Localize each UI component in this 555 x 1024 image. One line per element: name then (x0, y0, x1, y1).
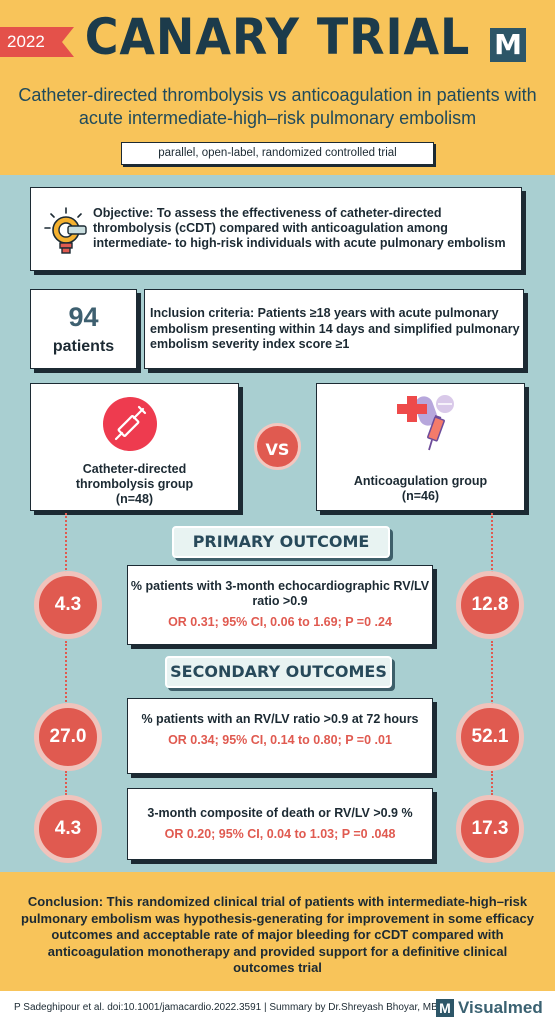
group-anticoag-name-line-1: Anticoagulation group (353, 474, 488, 488)
inclusion-card: Inclusion criteria: Patients ≥18 years w… (144, 289, 524, 369)
group-anticoag-name: Anticoagulation group (n=46) (317, 474, 524, 504)
secondary-2-title: 3-month composite of death or RV/LV >0.9… (147, 806, 413, 820)
patient-count: 94 (68, 302, 99, 332)
year-tag: 2022 (0, 27, 74, 57)
objective-text: Objective: To assess the effectiveness o… (93, 206, 506, 250)
lightbulb-icon (44, 207, 87, 254)
secondary-outcome-card-2: 3-month composite of death or RV/LV >0.9… (127, 788, 433, 860)
group-cdt-name: Catheter-directed thrombolysis group (n=… (31, 462, 238, 507)
group-cdt-card: Catheter-directed thrombolysis group (n=… (30, 383, 239, 511)
footer-logo: M (436, 999, 454, 1017)
primary-outcome-heading: PRIMARY OUTCOME (172, 526, 390, 558)
header-banner: 2022 CANARY TRIAL M Catheter-directed th… (0, 0, 555, 175)
footer: P Sadeghipour et al. doi:10.1001/jamacar… (0, 991, 555, 1024)
conclusion-text: Conclusion: This randomized clinical tri… (0, 872, 555, 991)
visualmed-logo: M (490, 28, 526, 62)
subtitle: Catheter-directed thrombolysis vs antico… (0, 84, 555, 130)
secondary-1-stats: OR 0.34; 95% CI, 0.14 to 0.80; P =0 .01 (168, 733, 392, 747)
group-cdt-name-line-1: Catheter-directed (82, 462, 187, 476)
secondary-outcome-card-1: % patients with an RV/LV ratio >0.9 at 7… (127, 698, 433, 774)
group-anticoag-card: Anticoagulation group (n=46) (316, 383, 525, 511)
study-design-badge: parallel, open-label, randomized control… (121, 142, 434, 165)
medication-icon (397, 395, 454, 451)
brand-name: Visualmed (458, 998, 543, 1017)
connector-line-left (65, 641, 67, 705)
vs-badge: VS (254, 423, 301, 470)
secondary-outcomes-heading: SECONDARY OUTCOMES (165, 656, 392, 688)
citation-text: P Sadeghipour et al. doi:10.1001/jamacar… (14, 1002, 452, 1013)
connector-line-right (491, 771, 493, 795)
patients-card: 94 patients (30, 289, 137, 369)
secondary-2-stats: OR 0.20; 95% CI, 0.04 to 1.03; P =0 .048 (164, 827, 396, 841)
group-anticoag-n: (n=46) (401, 489, 440, 503)
secondary-1-title: % patients with an RV/LV ratio >0.9 at 7… (141, 712, 419, 726)
connector-line-right (491, 641, 493, 705)
page-title: CANARY TRIAL (84, 8, 471, 66)
primary-value-cdt: 4.3 (34, 571, 102, 639)
primary-value-anticoag: 12.8 (456, 571, 524, 639)
connector-line-left (65, 771, 67, 795)
connector-line-right (491, 513, 493, 573)
subtitle-line-1: Catheter-directed thrombolysis vs antico… (18, 85, 537, 105)
secondary-2-value-anticoag: 17.3 (456, 795, 524, 863)
patient-label: patients (52, 338, 115, 355)
inclusion-text: Inclusion criteria: Patients ≥18 years w… (150, 306, 520, 351)
secondary-2-value-cdt: 4.3 (34, 795, 102, 863)
secondary-1-value-anticoag: 52.1 (456, 703, 524, 771)
connector-line-left (65, 513, 67, 573)
objective-card: Objective: To assess the effectiveness o… (30, 187, 522, 271)
group-cdt-name-line-2: thrombolysis group (75, 477, 194, 491)
primary-outcome-card: % patients with 3-month echocardiographi… (127, 565, 433, 645)
group-cdt-n: (n=48) (115, 492, 154, 506)
subtitle-line-2: acute intermediate-high–risk pulmonary e… (78, 108, 477, 128)
syringe-icon (103, 397, 157, 451)
primary-outcome-title: % patients with 3-month echocardiographi… (130, 579, 430, 608)
secondary-1-value-cdt: 27.0 (34, 703, 102, 771)
primary-outcome-stats: OR 0.31; 95% CI, 0.06 to 1.69; P =0 .24 (168, 615, 392, 629)
